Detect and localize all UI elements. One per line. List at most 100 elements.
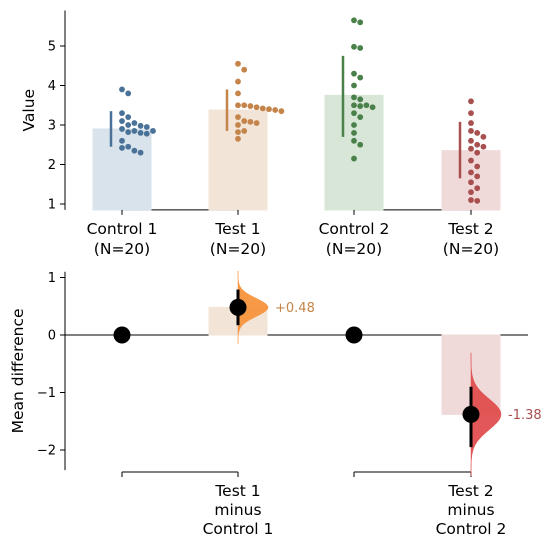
swarm-point: [468, 110, 474, 117]
y-tick-label: 5: [48, 40, 56, 55]
swarm-point: [468, 120, 474, 126]
swarm-point: [369, 104, 376, 111]
y-axis-title: Mean difference: [9, 308, 27, 433]
swarm-point: [119, 126, 125, 132]
swarm-point: [357, 45, 364, 51]
swarm-point: [137, 130, 144, 136]
y-tick-label: 1: [48, 198, 56, 213]
swarm-point: [351, 110, 357, 117]
swarm-point: [474, 149, 481, 156]
delta-value-label: -1.38: [508, 408, 542, 423]
swarm-point: [468, 128, 474, 134]
swarm-point: [351, 17, 357, 24]
delta-value-label: +0.48: [275, 301, 315, 316]
swarm-point: [468, 145, 474, 152]
swarm-point: [247, 118, 254, 125]
reference-point: [345, 326, 363, 344]
swarm-point: [351, 70, 357, 77]
swarm-point: [143, 130, 150, 137]
y-tick-label: −1: [37, 386, 56, 401]
swarm-point: [241, 102, 248, 109]
reference-point: [113, 326, 131, 344]
swarm-point: [119, 145, 125, 151]
swarm-point: [474, 185, 481, 192]
x-category-label: Test 1 (N=20): [210, 220, 266, 258]
mean-difference-panel: −2 −1 0 1 Mean difference +0.48 Test 1 minus Con…: [9, 270, 542, 538]
x-category-label: Control 1 (N=20): [87, 220, 158, 258]
swarm-point: [125, 90, 132, 97]
swarm-point: [351, 82, 357, 89]
swarm-point: [468, 137, 474, 144]
swarm-point: [241, 128, 248, 134]
swarm-point: [468, 98, 474, 105]
swarm-point: [241, 118, 248, 124]
swarm-point: [351, 102, 357, 109]
swarm-point: [119, 118, 125, 124]
swarm-point: [351, 94, 357, 101]
swarm-point: [351, 43, 357, 50]
swarm-point: [150, 128, 156, 134]
swarm-point: [131, 147, 138, 154]
swarm-point: [131, 128, 138, 134]
swarm-point: [137, 122, 144, 129]
y-tick-label: 3: [48, 119, 56, 134]
y-tick-label: 0: [48, 329, 56, 344]
swarm-point: [235, 102, 241, 109]
y-tick-label: 1: [48, 271, 56, 286]
swarm-point: [247, 103, 254, 109]
swarm-point: [125, 143, 132, 150]
swarm-point: [235, 114, 241, 120]
swarm-point: [357, 96, 364, 103]
swarm-point: [474, 163, 481, 170]
x-category-label: Control 2 (N=20): [319, 220, 390, 258]
swarm-point: [253, 120, 260, 126]
swarm-point: [468, 169, 474, 176]
swarm-point: [119, 110, 125, 117]
swarm-point: [119, 137, 125, 144]
delta-point: [229, 298, 247, 316]
swarm-point: [125, 114, 132, 120]
swarm-point: [357, 103, 364, 109]
swarm-point: [235, 135, 241, 142]
delta-point: [462, 405, 480, 423]
swarm-point: [357, 74, 364, 81]
swarm-point: [235, 129, 241, 136]
x-category-label: Test 2 (N=20): [443, 220, 499, 258]
swarm-point: [468, 157, 474, 164]
comparison-label: Test 2 minus Control 2: [436, 482, 507, 538]
swarm-point: [278, 108, 285, 115]
swarm-point: [351, 137, 357, 144]
swarm-point: [480, 133, 487, 140]
comparison-label: Test 1 minus Control 1: [203, 482, 274, 538]
swarm-point: [351, 122, 357, 128]
y-tick-label: 2: [48, 158, 56, 173]
swarm-point: [357, 19, 364, 26]
swarm-point: [143, 124, 150, 130]
swarm-point: [131, 120, 138, 126]
swarm-point: [474, 173, 481, 180]
swarm-point: [474, 130, 481, 136]
swarm-point: [259, 105, 266, 112]
swarm-point: [480, 143, 487, 150]
swarm-point: [363, 102, 370, 109]
y-axis-title: Value: [20, 89, 38, 132]
raw-data-panel: 1 2 3 4 5 Value Control 1 (N=20) Test 1 (N=20) Con…: [20, 10, 501, 258]
swarm-point: [253, 104, 260, 111]
swarm-point: [235, 60, 241, 67]
swarm-point: [357, 114, 364, 120]
swarm-point: [468, 189, 474, 196]
swarm-point: [235, 122, 241, 128]
swarm-point: [125, 129, 132, 136]
swarm-point: [235, 78, 241, 85]
swarm-point: [351, 155, 357, 162]
y-tick-label: −2: [37, 444, 56, 459]
y-tick-label: 4: [48, 79, 56, 94]
swarm-point: [468, 179, 474, 186]
bootstrap-distribution: [237, 270, 269, 344]
swarm-point: [125, 122, 132, 128]
swarm-point: [357, 141, 364, 148]
swarm-point: [241, 66, 248, 73]
swarm-point: [474, 141, 481, 148]
swarm-point: [119, 86, 125, 93]
